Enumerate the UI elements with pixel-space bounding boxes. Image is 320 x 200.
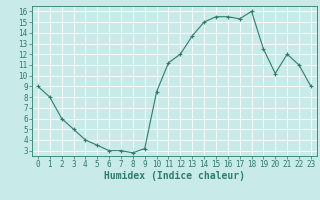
X-axis label: Humidex (Indice chaleur): Humidex (Indice chaleur) [104,171,245,181]
